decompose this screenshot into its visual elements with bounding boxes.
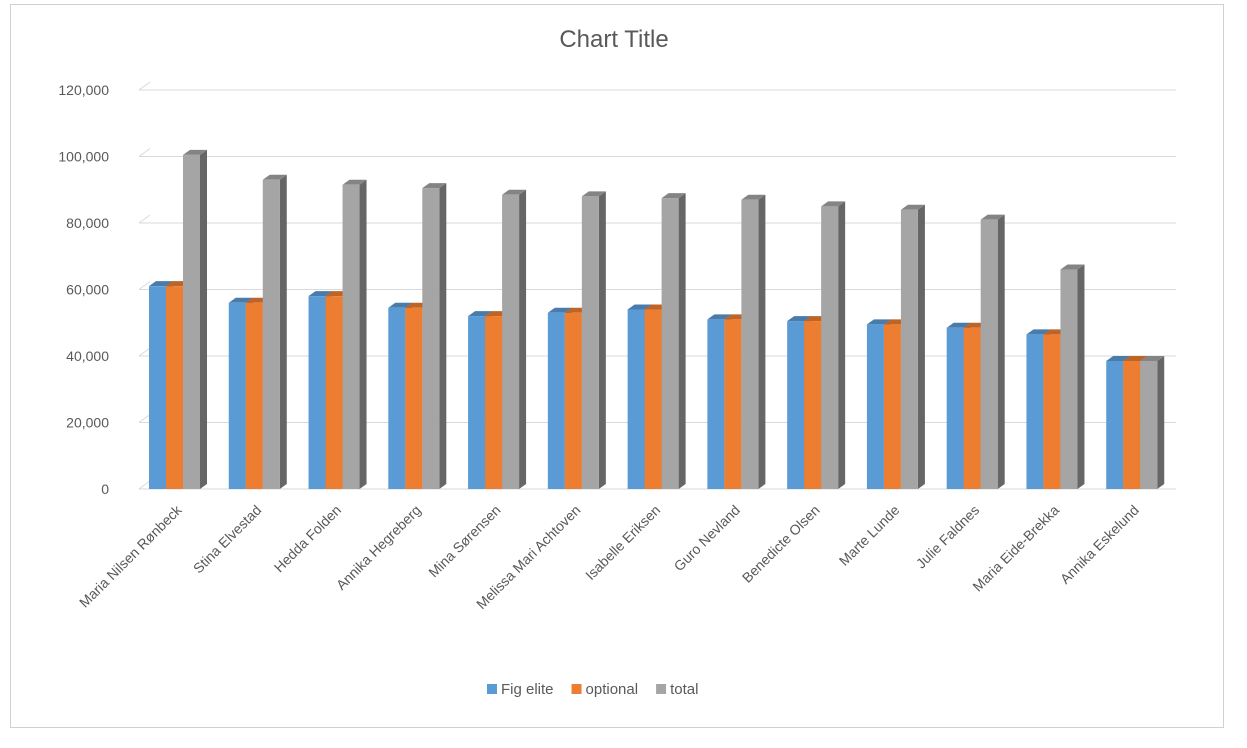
y-tick-label: 40,000 xyxy=(66,348,109,364)
legend-swatch xyxy=(571,684,582,694)
bar xyxy=(661,193,686,489)
bar xyxy=(581,191,606,489)
x-category-label: Stina Elvestad xyxy=(190,502,265,577)
x-category-label: Benedicte Olsen xyxy=(739,502,823,586)
chart-frame: 0 20,000 40,000 60,000 80,000 100,000 120,000 … xyxy=(10,4,1224,728)
x-axis-labels: Maria Nilsen Rønbeck Stina Elvestad Hedda … xyxy=(76,501,1142,612)
x-category-label: Annika Hegreberg xyxy=(333,502,424,593)
y-tick-label: 100,000 xyxy=(58,149,109,165)
legend-item: Fig elite xyxy=(487,681,554,698)
bar xyxy=(342,179,367,489)
y-tick-label: 120,000 xyxy=(58,82,109,98)
legend-item: optional xyxy=(571,681,639,698)
bar xyxy=(900,204,925,489)
legend-label: Fig elite xyxy=(501,681,554,698)
gridline-depth xyxy=(138,81,151,91)
gridline-depth xyxy=(138,480,151,490)
y-tick-label: 80,000 xyxy=(66,215,109,231)
x-category-label: Annika Eskelund xyxy=(1057,502,1142,587)
x-category-label: Marte Lunde xyxy=(836,502,903,569)
chart-title: Chart Title xyxy=(559,26,668,53)
legend-label: optional xyxy=(586,681,639,698)
bar xyxy=(821,201,846,489)
x-category-label: Maria Nilsen Rønbeck xyxy=(76,501,185,610)
legend-swatch xyxy=(487,684,497,694)
y-tick-label: 20,000 xyxy=(66,415,109,431)
legend-swatch xyxy=(656,684,667,694)
x-category-label: Maria Eide-Brekka xyxy=(969,502,1062,595)
y-tick-label: 60,000 xyxy=(66,282,109,298)
x-category-label: Isabelle Eriksen xyxy=(582,502,663,583)
x-category-label: Hedda Folden xyxy=(271,502,345,576)
bar xyxy=(422,183,447,489)
gridline-depth xyxy=(138,414,151,423)
bar xyxy=(262,174,287,489)
gridline-depth xyxy=(138,214,151,224)
bar xyxy=(741,194,766,489)
bar xyxy=(980,214,1005,490)
y-tick-label: 0 xyxy=(101,481,109,497)
bars xyxy=(149,149,1165,490)
bar-chart: 020,00040,00060,00080,000100,000120,000 … xyxy=(58,26,1176,698)
x-category-label: Julie Faldnes xyxy=(913,502,983,572)
gridline-depth xyxy=(138,281,151,290)
bar xyxy=(183,149,207,489)
x-category-label: Guro Nevland xyxy=(671,502,743,574)
legend-label: total xyxy=(670,681,698,698)
gridline-depth xyxy=(138,148,151,157)
bar xyxy=(1060,264,1085,489)
bar xyxy=(1140,355,1165,489)
x-category-label: Mina Sørensen xyxy=(425,502,503,580)
y-axis-ticks: 0 20,000 40,000 60,000 80,000 100,000 120,000 xyxy=(58,82,109,497)
legend: Fig elite optional total xyxy=(487,681,698,698)
bar xyxy=(502,189,527,490)
legend-item: total xyxy=(656,681,698,698)
gridline-depth xyxy=(138,347,151,357)
